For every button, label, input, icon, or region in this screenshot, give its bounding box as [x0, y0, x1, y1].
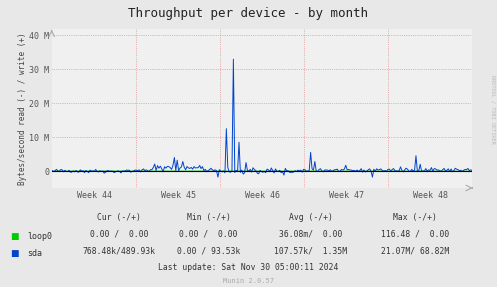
Text: Last update: Sat Nov 30 05:00:11 2024: Last update: Sat Nov 30 05:00:11 2024: [159, 263, 338, 272]
Text: 36.08m/  0.00: 36.08m/ 0.00: [279, 230, 342, 239]
Text: 768.48k/489.93k: 768.48k/489.93k: [83, 247, 156, 256]
Text: 21.07M/ 68.82M: 21.07M/ 68.82M: [381, 247, 449, 256]
Text: Max (-/+): Max (-/+): [393, 213, 437, 222]
Text: 0.00 /  0.00: 0.00 / 0.00: [179, 230, 238, 239]
Text: 107.57k/  1.35M: 107.57k/ 1.35M: [274, 247, 347, 256]
Text: ■: ■: [10, 232, 18, 241]
Y-axis label: Bytes/second read (-) / write (+): Bytes/second read (-) / write (+): [17, 32, 27, 185]
Text: 0.00 / 93.53k: 0.00 / 93.53k: [177, 247, 241, 256]
Text: loop0: loop0: [27, 232, 52, 241]
Text: 116.48 /  0.00: 116.48 / 0.00: [381, 230, 449, 239]
Text: Cur (-/+): Cur (-/+): [97, 213, 141, 222]
Text: ■: ■: [10, 249, 18, 259]
Text: Munin 2.0.57: Munin 2.0.57: [223, 278, 274, 284]
Text: 0.00 /  0.00: 0.00 / 0.00: [90, 230, 149, 239]
Text: Throughput per device - by month: Throughput per device - by month: [129, 7, 368, 20]
Text: Avg (-/+): Avg (-/+): [289, 213, 332, 222]
Text: RRDTOOL / TOBI OETIKER: RRDTOOL / TOBI OETIKER: [491, 75, 496, 144]
Text: Min (-/+): Min (-/+): [187, 213, 231, 222]
Text: sda: sda: [27, 249, 42, 259]
